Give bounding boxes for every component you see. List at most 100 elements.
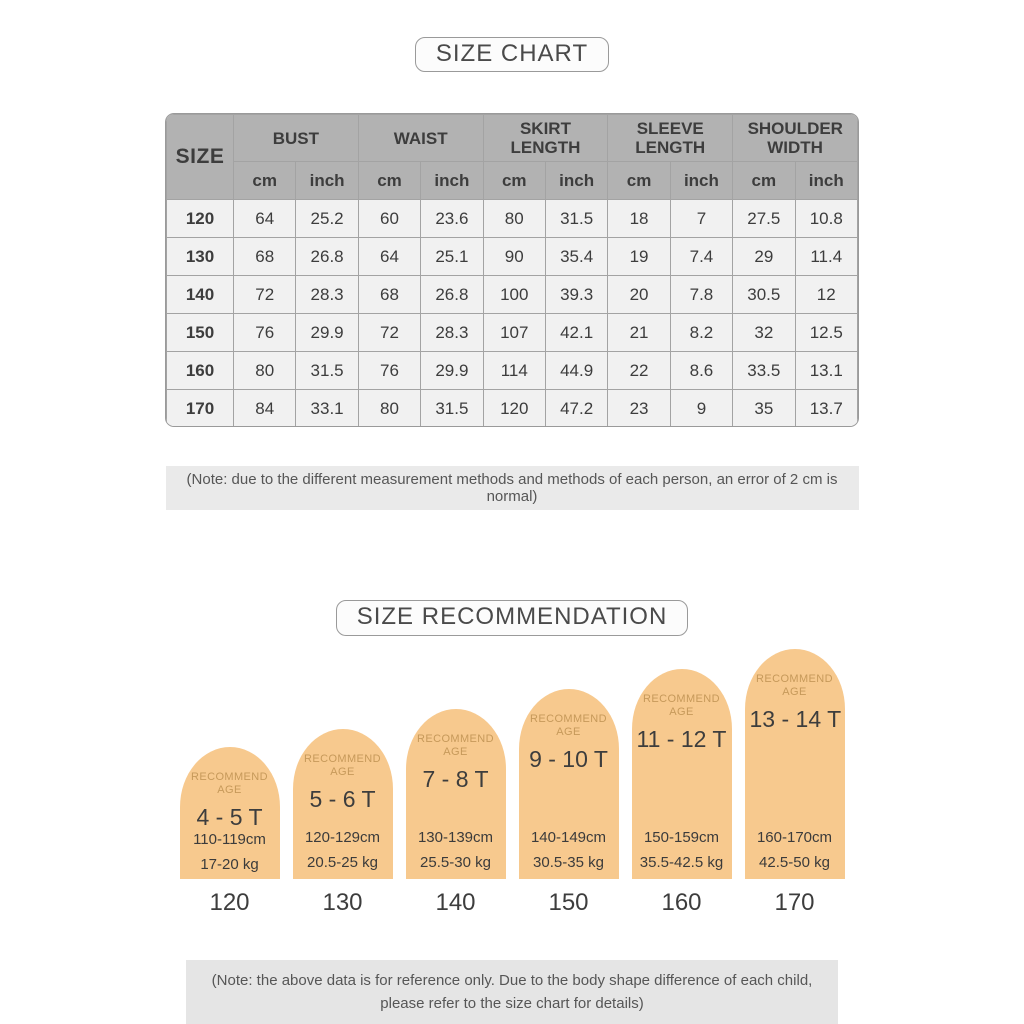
table-cell: 31.5	[295, 351, 359, 391]
table-cell: 12	[794, 275, 858, 315]
size-label: 150	[548, 888, 589, 916]
arch-bottom-group: 130-139cm 25.5-30 kg	[411, 829, 501, 872]
table-cell: 28.3	[295, 275, 359, 315]
age-range: 13 - 14 T	[749, 706, 842, 732]
row-size-label: 140	[166, 275, 234, 315]
row-size-label: 150	[166, 313, 234, 353]
table-cell: 7.8	[669, 275, 734, 315]
table-cell: 32	[732, 313, 796, 353]
size-recommendation-title: SIZE RECOMMENDATION	[335, 600, 689, 636]
unit-header-inch: inch	[295, 161, 359, 201]
arch-bottom-group: 120-129cm 20.5-25 kg	[298, 829, 388, 872]
size-label: 170	[774, 888, 815, 916]
recommend-age-label: RECOMMEND AGE	[191, 770, 268, 797]
table-row: 170 84 33.1 80 31.5 120 47.2 23 9 35 13.…	[166, 389, 858, 427]
height-range: 130-139cm	[417, 828, 494, 846]
table-cell: 39.3	[544, 275, 609, 315]
size-chart-table: SIZE BUST WAIST SKIRT LENGTH SLEEVE LENG…	[165, 113, 859, 428]
table-cell: 26.8	[420, 275, 484, 315]
weight-range: 20.5-25 kg	[307, 853, 378, 871]
reference-note-line2: please refer to the size chart for detai…	[380, 994, 644, 1012]
table-cell: 68	[357, 275, 422, 315]
table-cell: 20	[607, 275, 671, 315]
table-cell: 84	[232, 389, 297, 427]
table-cell: 13.7	[794, 389, 858, 427]
table-row: 120 64 25.2 60 23.6 80 31.5 18 7 27.5 10…	[166, 199, 858, 239]
age-range: 11 - 12 T	[636, 726, 727, 752]
table-cell: 76	[357, 351, 422, 391]
table-cell: 12.5	[794, 313, 858, 353]
size-recommendation-item: RECOMMEND AGE 11 - 12 T 150-159cm 35.5-4…	[631, 668, 732, 917]
size-label: 120	[209, 888, 250, 916]
measurement-error-note: (Note: due to the different measurement …	[165, 466, 859, 511]
size-label: 130	[322, 888, 363, 916]
arch-bottom-group: 110-119cm 17-20 kg	[185, 831, 275, 874]
arch-top-group: RECOMMEND AGE 9 - 10 T	[524, 713, 614, 774]
recommend-age-label: RECOMMEND AGE	[417, 732, 494, 759]
table-cell: 35	[732, 389, 796, 427]
size-label: 160	[661, 888, 702, 916]
table-cell: 22	[607, 351, 671, 391]
table-cell: 29.9	[420, 351, 484, 391]
height-range: 140-149cm	[530, 828, 607, 846]
weight-range: 17-20 kg	[200, 856, 259, 873]
unit-header-cm: cm	[732, 161, 796, 201]
table-cell: 80	[357, 389, 422, 427]
recommend-age-label: RECOMMEND AGE	[304, 752, 381, 779]
row-size-label: 120	[166, 199, 234, 239]
size-recommendation-item: RECOMMEND AGE 5 - 6 T 120-129cm 20.5-25 …	[292, 728, 393, 917]
col-header-sleeve-length: SLEEVE LENGTH	[607, 114, 734, 163]
size-recommendation-item: RECOMMEND AGE 9 - 10 T 140-149cm 30.5-35…	[518, 688, 619, 917]
table-cell: 90	[482, 237, 546, 277]
table-cell: 8.6	[669, 351, 734, 391]
table-cell: 120	[482, 389, 546, 427]
unit-header-cm: cm	[482, 161, 546, 201]
age-arch: RECOMMEND AGE 4 - 5 T 110-119cm 17-20 kg	[179, 746, 280, 879]
age-arch: RECOMMEND AGE 5 - 6 T 120-129cm 20.5-25 …	[292, 728, 393, 879]
table-cell: 80	[482, 199, 546, 239]
recommend-age-label: RECOMMEND AGE	[643, 692, 720, 719]
col-header-bust: BUST	[233, 114, 359, 163]
unit-header-cm: cm	[607, 161, 671, 201]
table-cell: 18	[607, 199, 671, 239]
table-cell: 47.2	[544, 389, 609, 427]
table-cell: 8.2	[669, 313, 734, 353]
table-group-header-row: SIZE BUST WAIST SKIRT LENGTH SLEEVE LENG…	[166, 114, 858, 201]
age-arch: RECOMMEND AGE 11 - 12 T 150-159cm 35.5-4…	[631, 668, 732, 879]
table-cell: 23.6	[420, 199, 484, 239]
arch-top-group: RECOMMEND AGE 7 - 8 T	[411, 733, 501, 794]
table-row: 130 68 26.8 64 25.1 90 35.4 19 7.4 29 11…	[166, 237, 858, 277]
arch-top-group: RECOMMEND AGE 5 - 6 T	[298, 753, 388, 814]
arch-top-group: RECOMMEND AGE 13 - 14 T	[749, 673, 842, 734]
table-cell: 72	[232, 275, 297, 315]
unit-header-inch: inch	[544, 161, 609, 201]
row-size-label: 160	[166, 351, 234, 391]
age-arch: RECOMMEND AGE 9 - 10 T 140-149cm 30.5-35…	[518, 688, 619, 879]
size-recommendation-item: RECOMMEND AGE 4 - 5 T 110-119cm 17-20 kg…	[179, 746, 280, 917]
table-cell: 60	[357, 199, 422, 239]
row-size-label: 130	[166, 237, 234, 277]
table-cell: 11.4	[794, 237, 858, 277]
row-size-label: 170	[166, 389, 234, 427]
col-header-size: SIZE	[166, 114, 234, 201]
col-header-waist: WAIST	[357, 114, 484, 163]
height-range: 150-159cm	[643, 828, 720, 846]
table-row: 150 76 29.9 72 28.3 107 42.1 21 8.2 32 1…	[166, 313, 858, 353]
table-cell: 68	[232, 237, 297, 277]
weight-range: 42.5-50 kg	[759, 853, 830, 871]
weight-range: 25.5-30 kg	[420, 853, 491, 871]
table-cell: 28.3	[420, 313, 484, 353]
table-cell: 80	[232, 351, 297, 391]
recommend-age-label: RECOMMEND AGE	[530, 712, 607, 739]
table-cell: 7.4	[669, 237, 734, 277]
table-cell: 31.5	[420, 389, 484, 427]
table-cell: 31.5	[544, 199, 609, 239]
reference-note-line1: (Note: the above data is for reference o…	[211, 971, 813, 989]
table-cell: 107	[482, 313, 546, 353]
table-cell: 33.5	[732, 351, 796, 391]
table-cell: 64	[232, 199, 297, 239]
col-header-skirt-length: SKIRT LENGTH	[482, 114, 609, 163]
table-row: 160 80 31.5 76 29.9 114 44.9 22 8.6 33.5…	[166, 351, 858, 391]
col-header-shoulder-width: SHOULDER WIDTH	[732, 114, 858, 163]
age-arch: RECOMMEND AGE 7 - 8 T 130-139cm 25.5-30 …	[405, 708, 506, 879]
